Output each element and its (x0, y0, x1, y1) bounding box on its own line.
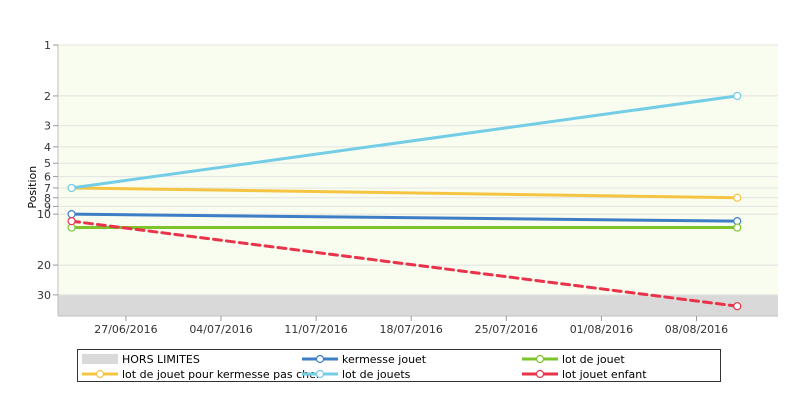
hors-limites-band (58, 294, 778, 316)
legend-label: lot de jouets (342, 368, 411, 381)
series-line (70, 212, 739, 223)
x-tick-label: 08/08/2016 (665, 323, 728, 336)
y-tick-label: 2 (44, 90, 51, 103)
legend-item[interactable]: lot de jouet (522, 353, 625, 366)
x-tick-label: 11/07/2016 (284, 323, 347, 336)
series (67, 91, 742, 193)
y-tick-label: 20 (37, 259, 51, 272)
series-line (70, 186, 739, 200)
legend-marker (535, 369, 545, 379)
legend-label: HORS LIMITES (122, 353, 200, 366)
legend-item[interactable]: HORS LIMITES (82, 353, 200, 366)
y-tick-label: 4 (44, 141, 51, 154)
series (67, 217, 742, 311)
series (67, 223, 742, 232)
legend-item[interactable]: lot de jouet pour kermesse pas cher (82, 368, 321, 381)
legend-item[interactable]: lot de jouets (302, 368, 411, 381)
series-line (70, 94, 739, 190)
data-point[interactable] (733, 302, 742, 311)
legend-label: lot de jouet (562, 353, 625, 366)
y-tick-label: 10 (37, 208, 51, 221)
x-tick-label: 18/07/2016 (380, 323, 443, 336)
x-tick-label: 04/07/2016 (189, 323, 252, 336)
x-tick-label: 25/07/2016 (475, 323, 538, 336)
series-layer (67, 91, 742, 311)
legend-box (77, 349, 721, 382)
y-tick-label: 5 (44, 157, 51, 170)
y-tick-label: 3 (44, 120, 51, 133)
legend-label: lot de jouet pour kermesse pas cher (122, 368, 321, 381)
legend-marker (535, 354, 545, 364)
x-ticks: 27/06/2016 04/07/2016 11/07/2016 18/07/2016… (94, 316, 728, 336)
series-line (70, 219, 739, 308)
data-point[interactable] (733, 223, 742, 232)
x-tick-label: 01/08/2016 (570, 323, 633, 336)
legend-label: lot jouet enfant (562, 368, 647, 381)
x-tick-label: 27/06/2016 (94, 323, 157, 336)
y-tick-label: 8 (44, 192, 51, 205)
legend-marker (315, 369, 325, 379)
legend-label: kermesse jouet (342, 353, 427, 366)
y-tick-label: 7 (44, 182, 51, 195)
y-tick-label: 30 (37, 289, 51, 302)
legend-marker (315, 354, 325, 364)
data-point[interactable] (67, 210, 76, 219)
legend: HORS LIMITES kermesse jouet lot de jouet lo… (77, 349, 721, 382)
data-point[interactable] (733, 193, 742, 202)
series (67, 210, 742, 226)
y-tick-label: 1 (44, 39, 51, 52)
plot-background (58, 45, 778, 316)
legend-swatch (82, 354, 118, 364)
y-axis-title: Position (26, 166, 39, 209)
legend-item[interactable]: kermesse jouet (302, 353, 427, 366)
data-point[interactable] (733, 91, 742, 101)
legend-marker (95, 369, 105, 379)
data-point[interactable] (67, 183, 76, 193)
y-tick-label: 6 (44, 171, 51, 184)
legend-item[interactable]: lot jouet enfant (522, 368, 647, 381)
data-point[interactable] (67, 217, 76, 226)
y-tick-label: 9 (44, 200, 51, 213)
